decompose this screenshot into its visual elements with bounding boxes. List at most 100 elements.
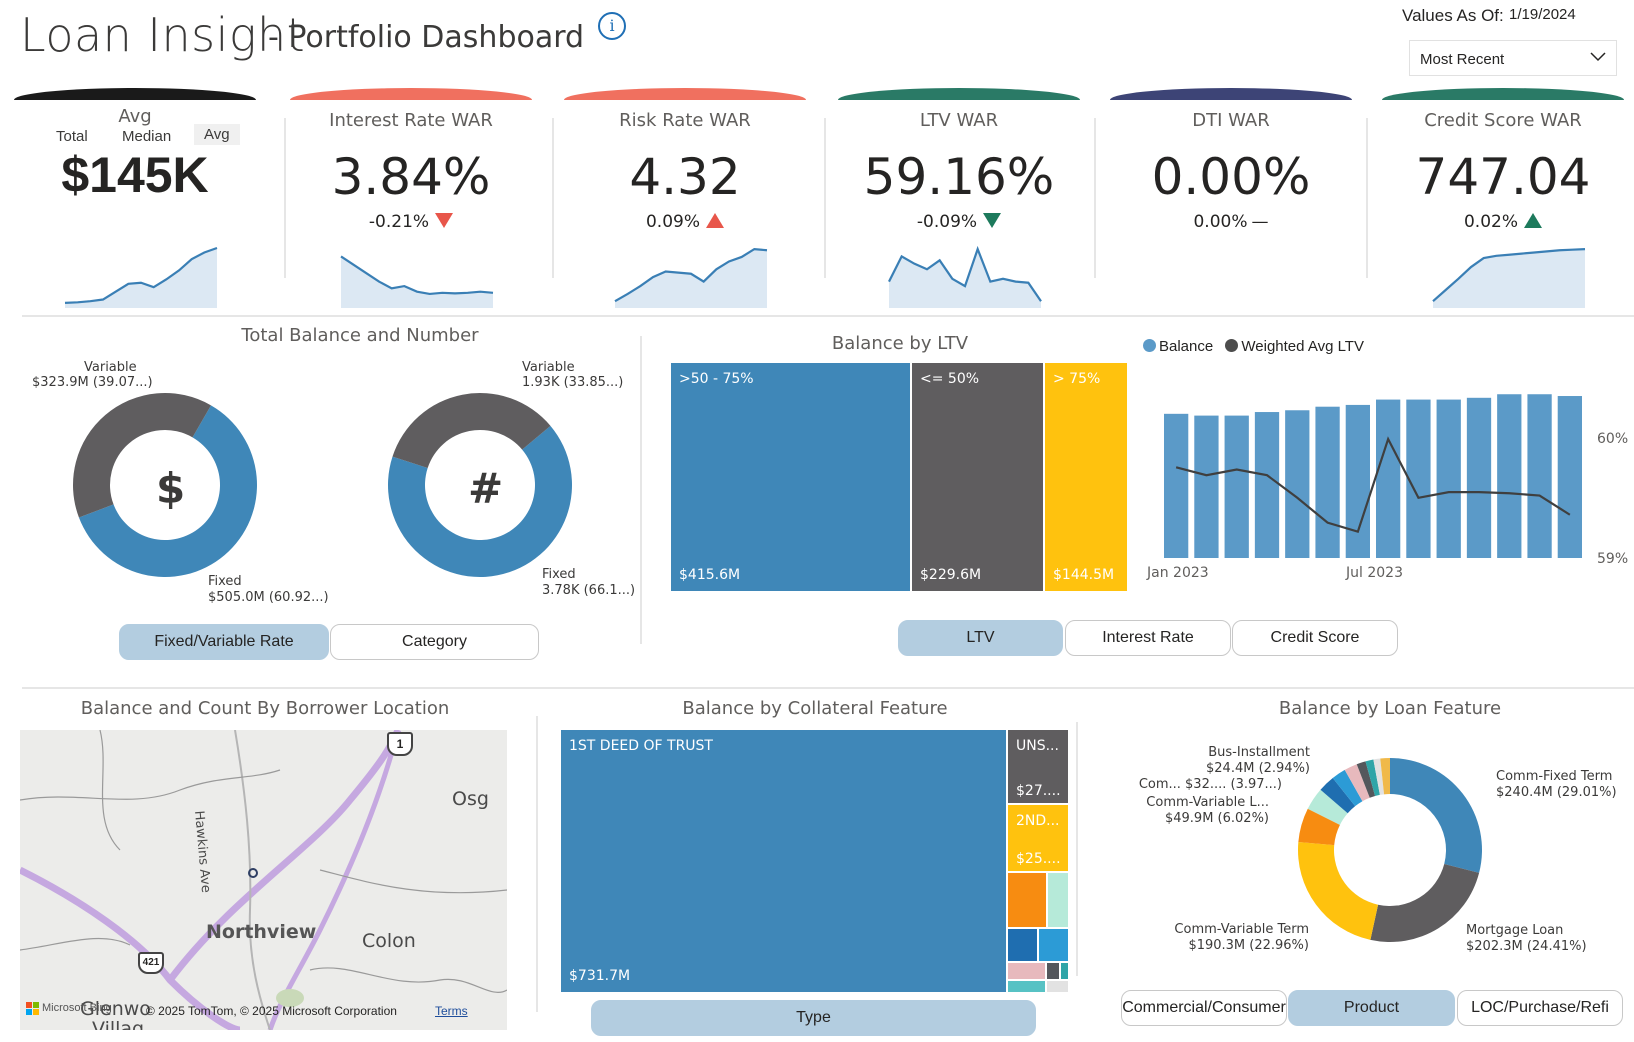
number-donut-chart[interactable]	[370, 370, 600, 600]
loan-feature-label: Comm-Variable Term $190.3M (22.96%)	[1164, 922, 1309, 954]
donut-slice-fixed	[388, 425, 572, 577]
slice-comm-other	[1307, 789, 1348, 825]
collateral-segment[interactable]	[1061, 963, 1068, 979]
kpi-divider	[824, 118, 826, 278]
map-label-osg: Osg	[452, 788, 489, 810]
balance-donut-chart[interactable]	[60, 370, 290, 600]
map-terms-link[interactable]: Terms	[435, 1004, 468, 1018]
dollar-icon: $	[156, 464, 186, 513]
collateral-2nd[interactable]: 2ND... $25....	[1008, 805, 1068, 871]
kpi-card-avg: Avg Total Median Avg $145K	[4, 88, 266, 310]
segment-value: $25....	[1016, 851, 1061, 867]
category-button[interactable]: Category	[330, 624, 539, 660]
collateral-segment[interactable]	[1008, 929, 1037, 961]
kpi-card-credit-score: Credit Score WAR 747.04 0.02%	[1372, 88, 1634, 310]
kpi-cap	[838, 88, 1080, 100]
credit-score-button[interactable]: Credit Score	[1232, 620, 1398, 656]
section-divider	[640, 336, 642, 644]
interest-rate-button[interactable]: Interest Rate	[1065, 620, 1231, 656]
tab-total[interactable]: Total	[56, 128, 88, 145]
kpi-delta: 0.00% —	[1100, 212, 1362, 232]
collateral-segment[interactable]	[1047, 981, 1068, 992]
collateral-segment[interactable]	[1008, 963, 1045, 979]
donut-label-variable: Variable	[522, 360, 575, 375]
sparkline-line	[64, 246, 218, 304]
bar-balance	[1254, 412, 1280, 558]
type-button[interactable]: Type	[591, 1000, 1036, 1036]
ltv-segment-over-75[interactable]: > 75% $144.5M	[1045, 363, 1127, 591]
tab-median[interactable]: Median	[122, 128, 172, 145]
collateral-1st-deed[interactable]: 1ST DEED OF TRUST $731.7M	[561, 730, 1006, 992]
kpi-value: 4.32	[629, 148, 741, 206]
avg-mode-tabs[interactable]: Total Median Avg	[34, 124, 254, 148]
commercial-consumer-button[interactable]: Commercial/Consumer	[1121, 990, 1287, 1026]
segment-label: 1ST DEED OF TRUST	[569, 738, 713, 754]
donut-value-variable: $323.9M (39.07...)	[32, 375, 153, 390]
section-divider	[22, 315, 1634, 317]
donut-group	[388, 393, 572, 577]
arrow-up-icon	[1524, 213, 1542, 228]
ltv-segment-50-75[interactable]: >50 - 75% $415.6M	[671, 363, 910, 591]
kpi-sparkline	[64, 246, 218, 308]
loan-feature-label: Comm-Variable L... $49.9M (6.02%)	[1130, 795, 1269, 827]
loan-feature-name: Comm-Variable L...	[1146, 795, 1269, 810]
y-axis-label-59: 59%	[1597, 551, 1629, 567]
kpi-sparkline	[614, 247, 768, 308]
loan-feature-value: $240.4M (29.01%)	[1496, 785, 1617, 800]
collateral-segment[interactable]	[1048, 873, 1068, 927]
kpi-delta-value: -0.09%	[916, 212, 978, 232]
product-button[interactable]: Product	[1288, 990, 1455, 1026]
sparkline-area	[615, 249, 767, 308]
slice-other	[1332, 769, 1363, 807]
donut-value-fixed: 3.78K (66.1...)	[542, 583, 636, 598]
kpi-value: 59.16%	[863, 148, 1055, 206]
ltv-segment-under-50[interactable]: <= 50% $229.6M	[912, 363, 1043, 591]
slice-comm-variable-loc	[1298, 808, 1340, 846]
info-icon[interactable]: i	[598, 12, 626, 40]
bar-balance	[1527, 394, 1552, 558]
ltv-button[interactable]: LTV	[898, 620, 1063, 656]
slice-mortgage-loan	[1370, 863, 1480, 942]
balance-by-ltv-title: Balance by LTV	[831, 333, 969, 354]
collateral-segment[interactable]	[1008, 873, 1046, 927]
section-divider	[1076, 722, 1078, 976]
kpi-sparkline	[1432, 248, 1586, 308]
legend-dot-ltv	[1225, 339, 1239, 352]
slice-comm-variable-term	[1298, 842, 1379, 940]
fixed-variable-rate-button[interactable]: Fixed/Variable Rate	[119, 624, 329, 660]
kpi-delta-value: 0.00%	[1193, 212, 1248, 232]
borrower-location-title: Balance and Count By Borrower Location	[80, 698, 450, 719]
collateral-segment[interactable]	[1047, 963, 1059, 979]
loan-feature-value: $49.9M (6.02%)	[1164, 811, 1269, 826]
bar-balance	[1436, 399, 1461, 558]
loan-feature-donut-chart[interactable]	[1290, 750, 1490, 950]
borrower-location-map[interactable]: Osg Northview Colon Glenwo Villag Hawkin…	[20, 730, 507, 1030]
date-selection-dropdown[interactable]: Most Recent	[1409, 40, 1617, 76]
loc-purchase-refi-button[interactable]: LOC/Purchase/Refi	[1457, 990, 1623, 1026]
segment-value: $27....	[1016, 783, 1061, 799]
kpi-card-ltv: LTV WAR 59.16% -0.09%	[828, 88, 1090, 310]
tab-avg[interactable]: Avg	[194, 124, 240, 145]
sparkline-area	[65, 248, 217, 308]
kpi-delta-value: 0.09%	[645, 212, 700, 232]
map-copyright: © 2025 TomTom, © 2025 Microsoft Corporat…	[146, 1004, 397, 1018]
sparkline-line	[614, 247, 768, 303]
collateral-segment[interactable]	[1008, 981, 1045, 992]
donut-slice-variable	[392, 393, 551, 469]
route-shield-421: 421	[138, 952, 164, 974]
chevron-down-icon	[1590, 49, 1606, 65]
collateral-segment[interactable]	[1039, 929, 1068, 961]
sparkline-area	[1433, 249, 1585, 308]
kpi-value: 0.00%	[1151, 148, 1311, 206]
donut-group	[73, 393, 257, 577]
legend-weighted-avg-ltv: Weighted Avg LTV	[1241, 338, 1364, 355]
donut-label-fixed: Fixed	[542, 567, 576, 582]
loan-feature-name: Mortgage Loan	[1466, 923, 1564, 938]
kpi-title: Credit Score WAR	[1424, 110, 1582, 131]
kpi-title: Interest Rate WAR	[329, 110, 493, 131]
line-weighted-avg-ltv	[1175, 436, 1571, 534]
collateral-uns[interactable]: UNS... $27....	[1008, 730, 1068, 803]
loan-feature-name: Comm-Variable Term	[1174, 922, 1309, 937]
sparkline-area	[889, 249, 1041, 308]
balance-ltv-combo-chart[interactable]	[1158, 370, 1588, 570]
